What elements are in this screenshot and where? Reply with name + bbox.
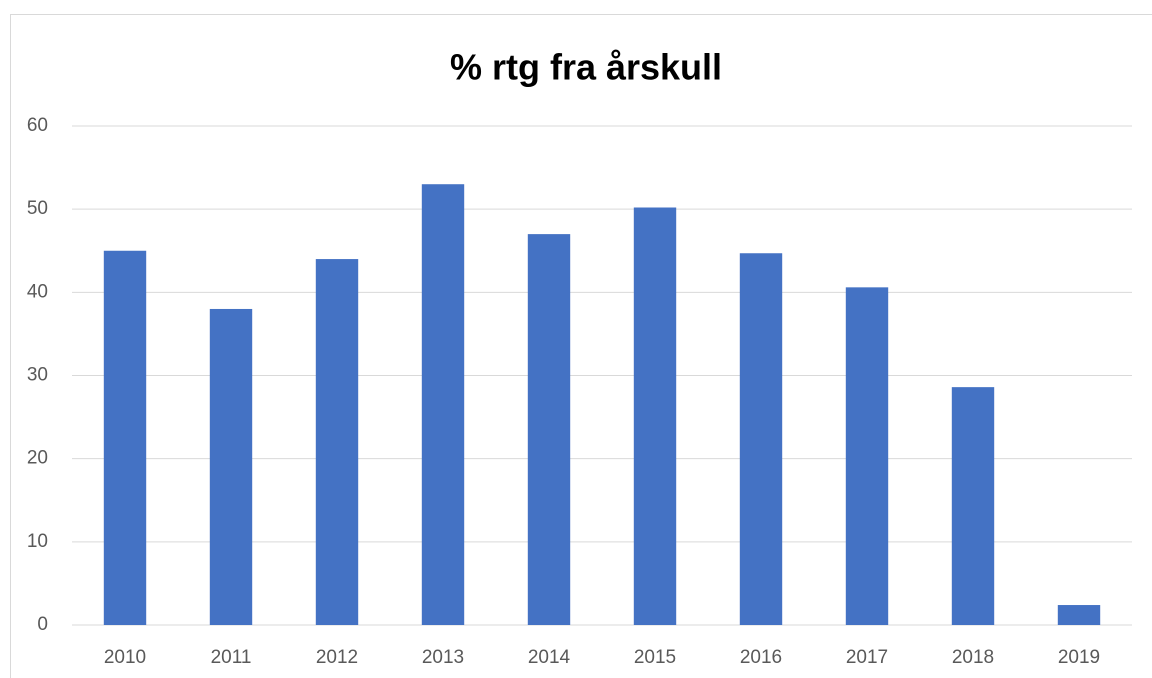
chart-title: % rtg fra årskull bbox=[450, 47, 722, 88]
x-tick-label: 2015 bbox=[634, 647, 676, 668]
x-tick-label: 2016 bbox=[740, 647, 782, 668]
bar bbox=[421, 184, 465, 625]
y-tick-label: 20 bbox=[27, 448, 48, 469]
y-tick-label: 30 bbox=[27, 365, 48, 386]
x-tick-label: 2011 bbox=[211, 647, 252, 668]
y-tick-label: 10 bbox=[27, 531, 48, 552]
y-tick-label: 0 bbox=[37, 614, 48, 635]
bar bbox=[527, 234, 571, 625]
bar bbox=[315, 259, 359, 625]
x-tick-label: 2018 bbox=[952, 647, 994, 668]
x-tick-label: 2019 bbox=[1058, 647, 1100, 668]
y-tick-label: 50 bbox=[27, 198, 48, 219]
bar bbox=[1057, 605, 1101, 625]
bar bbox=[845, 287, 889, 625]
bar bbox=[739, 253, 783, 625]
x-tick-label: 2010 bbox=[104, 647, 146, 668]
x-tick-label: 2017 bbox=[846, 647, 888, 668]
y-tick-label: 60 bbox=[27, 115, 48, 136]
x-tick-label: 2012 bbox=[316, 647, 358, 668]
y-tick-label: 40 bbox=[27, 281, 48, 302]
bar bbox=[951, 387, 995, 625]
bar bbox=[209, 308, 253, 625]
chart-frame bbox=[10, 14, 1152, 678]
bar bbox=[633, 207, 677, 625]
x-tick-label: 2014 bbox=[528, 647, 571, 668]
x-tick-label: 2013 bbox=[422, 647, 464, 668]
bar bbox=[103, 250, 147, 625]
